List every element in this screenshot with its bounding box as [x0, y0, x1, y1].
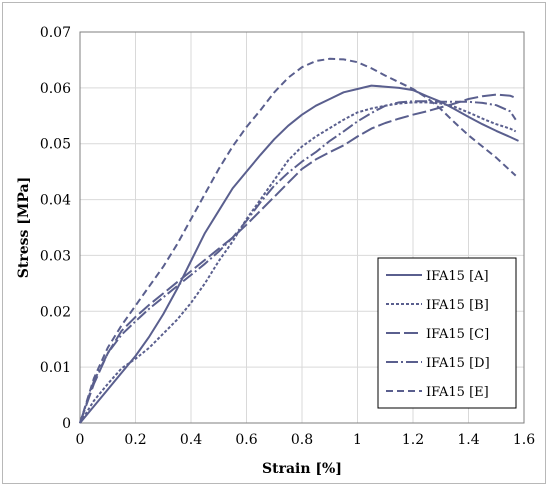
legend-label: IFA15 [B] — [426, 298, 489, 313]
legend: IFA15 [A] IFA15 [B] IFA15 [C] IFA15 [D] IFA1… — [377, 257, 517, 409]
y-tick-label: 0.01 — [40, 360, 71, 376]
legend-label: IFA15 [D] — [426, 356, 490, 371]
y-axis-title: Stress [MPa] — [16, 177, 32, 278]
x-tick-label: 0.4 — [180, 432, 202, 448]
legend-label: IFA15 [E] — [426, 385, 489, 400]
series-line-c — [79, 93, 517, 424]
y-tick-label: 0.06 — [40, 81, 71, 97]
x-tick-label: 0.8 — [291, 432, 313, 448]
y-tick-label: 0.05 — [40, 137, 71, 153]
y-tick-label: 0.04 — [40, 193, 71, 209]
tick-labels: 0 0.2 0.4 0.6 0.8 1 1.2 1.4 1.6 0 0.01 0.02 0.03 0.04… — [40, 25, 535, 448]
x-tick-label: 1.6 — [513, 432, 535, 448]
x-tick-label: 0.2 — [124, 432, 146, 448]
x-tick-label: 1.2 — [402, 432, 424, 448]
x-tick-label: 0.6 — [235, 432, 257, 448]
legend-box — [377, 257, 517, 409]
series-line-e — [79, 57, 517, 424]
x-axis-title: Strain [%] — [262, 461, 342, 477]
y-tick-label: 0.07 — [40, 25, 71, 41]
series-line-d — [79, 100, 517, 424]
y-tick-label: 0.03 — [40, 248, 71, 264]
series-lines — [79, 57, 519, 424]
legend-label: IFA15 [C] — [426, 327, 489, 342]
x-tick-label: 0 — [76, 432, 85, 448]
x-tick-label: 1 — [353, 432, 362, 448]
y-tick-label: 0 — [62, 416, 71, 432]
plot-area-border — [79, 31, 525, 424]
legend-label: IFA15 [A] — [426, 269, 489, 284]
x-tick-label: 1.4 — [457, 432, 479, 448]
y-tick-label: 0.02 — [40, 304, 71, 320]
